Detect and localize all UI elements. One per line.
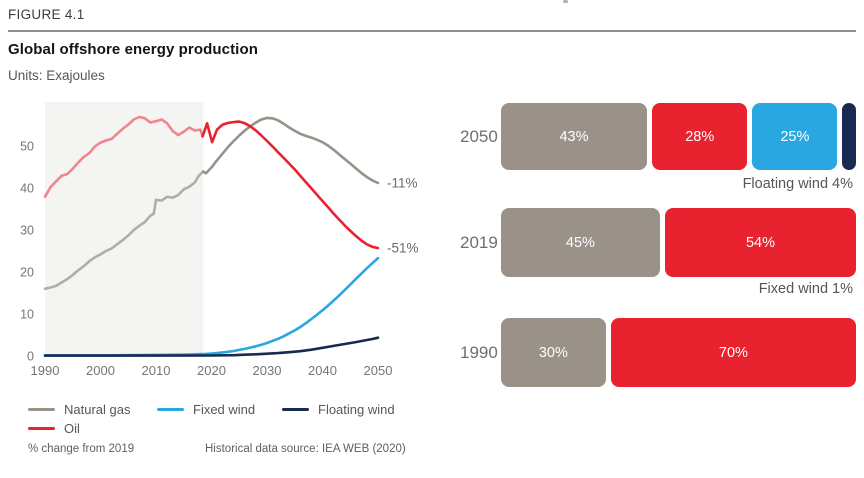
footnote-data-source: Historical data source: IEA WEB (2020) xyxy=(205,443,406,455)
y-axis-tick-label: 40 xyxy=(20,182,34,196)
legend-swatch-floating-wind xyxy=(282,408,309,411)
bar-segment-value-label: 54% xyxy=(745,234,776,251)
y-axis-tick-label: 0 xyxy=(27,350,34,364)
bar-segment-oil: 28% xyxy=(652,103,748,170)
legend-item-oil: Oil xyxy=(28,421,80,436)
units-label: Units: Exajoules xyxy=(8,68,105,83)
series-line-fixed-wind xyxy=(43,256,380,357)
legend-swatch-fixed-wind xyxy=(157,408,184,411)
bar-segment-value-label: 28% xyxy=(685,128,715,145)
y-axis-tick-label: 20 xyxy=(20,266,34,280)
header-divider xyxy=(8,30,856,32)
bar-segment-value-label: 45% xyxy=(565,234,595,251)
footnote-pct-change: % change from 2019 xyxy=(28,443,135,455)
y-axis-tick-label: 10 xyxy=(20,308,34,322)
bar-segment-fixed-wind: 25% xyxy=(752,103,838,170)
bar-segment-natural-gas: 43% xyxy=(500,103,648,170)
historical-period-shade xyxy=(45,102,204,356)
bar-segment-natural-gas: 30% xyxy=(500,318,606,387)
bar-track: 45% 54% xyxy=(500,208,856,277)
series-line-oil-projection xyxy=(201,120,380,250)
x-axis-tick-label: 1990 xyxy=(31,363,60,378)
legend-label: Floating wind xyxy=(318,402,395,417)
legend-swatch-natural-gas xyxy=(28,408,55,411)
bar-row-year-label: 2050 xyxy=(460,126,498,146)
bar-row-2019: 2019 45% 54% xyxy=(460,208,856,277)
legend-label: Fixed wind xyxy=(193,402,256,417)
series-end-label-oil: -51% xyxy=(387,241,419,256)
series-end-label-natural-gas: -11% xyxy=(387,175,418,190)
series-line-natural-gas-projection xyxy=(201,116,380,185)
bar-segment-oil: 70% xyxy=(610,318,856,387)
y-axis-tick-label: 50 xyxy=(20,140,34,154)
bar-segment-value-label: 25% xyxy=(780,128,810,145)
bar-track: 30% 70% xyxy=(500,318,856,387)
legend-swatch-oil xyxy=(28,427,55,430)
stacked-bar-chart: 2050 43% 28% 25% Floating wind 4% 2019 45% 54% F… xyxy=(460,0,857,478)
bar-row-1990: 1990 30% 70% xyxy=(460,318,856,387)
bar-segment-natural-gas: 45% xyxy=(500,208,660,277)
page-title: Global offshore energy production xyxy=(8,41,258,58)
x-axis-tick-label: 2010 xyxy=(142,363,171,378)
x-axis-tick-label: 2050 xyxy=(364,363,393,378)
figure-number-label: FIGURE 4.1 xyxy=(8,7,85,22)
bar-row-caption: Floating wind 4% xyxy=(742,176,853,192)
y-axis-tick-label: 30 xyxy=(20,224,34,238)
legend-item-floating-wind: Floating wind xyxy=(282,402,395,417)
series-line-oil-historical xyxy=(43,115,204,199)
bar-track: 43% 28% 25% xyxy=(500,103,857,170)
legend-label: Natural gas xyxy=(64,402,131,417)
legend-label: Oil xyxy=(64,421,80,436)
legend-item-fixed-wind: Fixed wind xyxy=(157,402,255,417)
bar-segment-value-label: 43% xyxy=(559,128,589,145)
bar-segment-floating-wind xyxy=(842,103,857,170)
x-axis-tick-label: 2020 xyxy=(197,363,226,378)
bar-segment-oil: 54% xyxy=(665,208,856,277)
bar-row-year-label: 1990 xyxy=(460,342,498,362)
bar-segment-value-label: 30% xyxy=(538,344,568,361)
series-line-natural-gas-historical xyxy=(43,170,205,291)
bar-row-caption: Fixed wind 1% xyxy=(758,281,853,297)
crop-artifact-dot xyxy=(563,0,568,3)
bar-segment-value-label: 70% xyxy=(718,344,748,361)
bar-row-2050: 2050 43% 28% 25% xyxy=(460,103,857,170)
legend-item-natural-gas: Natural gas xyxy=(28,402,130,417)
x-axis-tick-label: 2000 xyxy=(86,363,115,378)
x-axis-tick-label: 2030 xyxy=(253,363,282,378)
series-line-floating-wind xyxy=(43,336,380,357)
bar-row-year-label: 2019 xyxy=(460,232,498,252)
x-axis-tick-label: 2040 xyxy=(308,363,337,378)
